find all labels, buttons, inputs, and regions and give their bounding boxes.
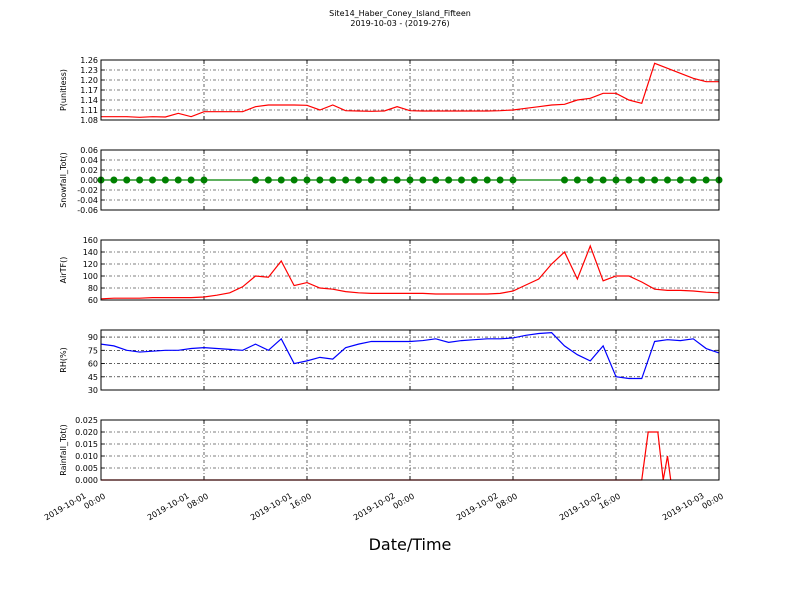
data-point	[573, 176, 581, 184]
data-point	[458, 176, 465, 184]
data-point	[264, 176, 272, 184]
data-point	[252, 176, 259, 184]
data-point	[161, 176, 169, 184]
data-point	[355, 176, 362, 184]
data-point	[123, 176, 131, 184]
data-line	[100, 244, 720, 300]
y-tick-label: 1.17	[80, 86, 98, 95]
y-axis-label: Rainfall_Tot()	[59, 424, 68, 476]
data-point	[470, 176, 478, 184]
data-point	[406, 176, 414, 184]
data-point	[149, 176, 156, 184]
data-point	[638, 176, 646, 184]
data-point	[651, 176, 659, 184]
data-point	[277, 176, 285, 184]
y-tick-label: 60	[88, 360, 98, 369]
data-point	[483, 176, 491, 184]
y-tick-label: -0.04	[77, 196, 98, 205]
data-point	[342, 176, 350, 184]
data-point	[367, 176, 375, 184]
data-point	[561, 176, 568, 184]
data-point	[110, 176, 118, 184]
data-point	[432, 176, 440, 184]
y-tick-label: 1.26	[80, 56, 98, 65]
y-tick-label: 0.010	[75, 452, 98, 461]
y-tick-label: 1.20	[80, 76, 98, 85]
y-tick-label: 80	[88, 284, 98, 293]
y-tick-label: 1.23	[80, 66, 98, 75]
data-point	[496, 176, 504, 184]
y-tick-label: 1.14	[80, 96, 98, 105]
data-point	[445, 176, 453, 184]
y-tick-label: 1.11	[80, 106, 98, 115]
data-point	[174, 176, 182, 184]
plot-frame	[100, 329, 720, 391]
subtitle: 2019-10-03 - (2019-276)	[350, 19, 449, 28]
title: Site14_Haber_Coney_Island_Fifteen	[329, 9, 471, 18]
y-tick-label: 100	[83, 272, 98, 281]
y-tick-label: 0.00	[80, 176, 98, 185]
y-tick-label: -0.06	[77, 206, 98, 215]
y-axis-label: AirTF()	[59, 257, 68, 284]
y-tick-label: 60	[88, 296, 98, 305]
data-point	[676, 176, 684, 184]
data-point	[612, 176, 620, 184]
data-line	[100, 332, 720, 380]
y-tick-label: 0.025	[75, 416, 98, 425]
data-point	[664, 176, 671, 184]
y-tick-label: 0.005	[75, 464, 98, 473]
y-tick-label: 0.015	[75, 440, 98, 449]
data-point	[200, 176, 208, 184]
data-point	[187, 176, 195, 184]
data-point	[290, 176, 298, 184]
data-point	[303, 176, 311, 184]
y-tick-label: 0.06	[80, 146, 98, 155]
data-point	[393, 176, 401, 184]
y-axis-label: Snowfall_Tot()	[59, 152, 68, 208]
y-tick-label: 0.020	[75, 428, 98, 437]
data-point	[316, 176, 324, 184]
plot-frame	[100, 59, 720, 121]
data-point	[689, 176, 697, 184]
data-point	[586, 176, 594, 184]
y-tick-label: 0.000	[75, 476, 98, 485]
plot-frame	[100, 149, 720, 211]
y-axis-label: RH(%)	[59, 347, 68, 372]
x-axis-label: Date/Time	[369, 535, 452, 554]
data-point	[329, 176, 337, 184]
data-point	[419, 176, 427, 184]
y-tick-label: 45	[88, 373, 98, 382]
data-point	[599, 176, 607, 184]
data-line	[101, 62, 719, 118]
y-tick-label: 160	[83, 236, 98, 245]
data-point	[702, 176, 710, 184]
data-point	[380, 176, 388, 184]
y-tick-label: 75	[88, 346, 98, 355]
y-tick-label: 0.04	[80, 156, 98, 165]
y-tick-label: 120	[83, 260, 98, 269]
y-axis-label: P(unitless)	[59, 69, 68, 111]
y-tick-label: -0.02	[77, 186, 98, 195]
y-tick-label: 30	[88, 386, 98, 395]
data-point	[509, 176, 517, 184]
plot-frame	[100, 239, 720, 301]
y-tick-label: 0.02	[80, 166, 98, 175]
plot-frame	[100, 419, 720, 481]
y-tick-label: 1.08	[80, 116, 98, 125]
data-point	[136, 176, 144, 184]
y-tick-label: 90	[88, 333, 98, 342]
data-point	[625, 176, 633, 184]
y-tick-label: 140	[83, 248, 98, 257]
